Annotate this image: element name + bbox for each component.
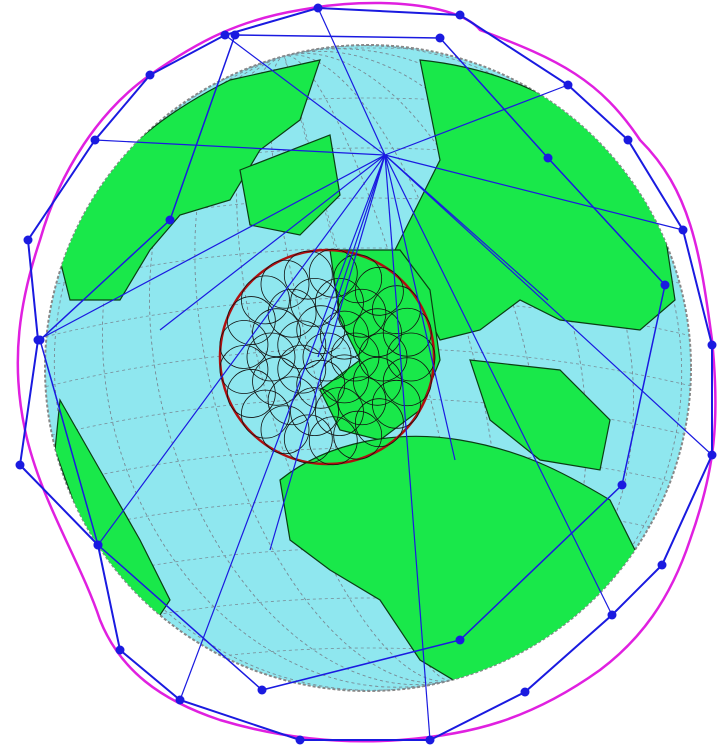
satellite xyxy=(520,687,530,697)
spot-beam xyxy=(320,310,369,360)
cross-link xyxy=(269,154,386,551)
satellite xyxy=(617,480,627,490)
spot-beam xyxy=(290,278,339,327)
satellite xyxy=(145,70,155,80)
spot-beam xyxy=(252,356,301,406)
cross-link xyxy=(37,154,386,341)
cross-link xyxy=(224,34,386,156)
cross-link xyxy=(317,7,386,156)
cross-link xyxy=(384,154,549,301)
satellite xyxy=(707,450,717,460)
satellite xyxy=(425,735,435,745)
spot-beam xyxy=(260,259,310,309)
asia xyxy=(394,59,676,341)
satellite xyxy=(657,560,667,570)
satellite xyxy=(93,540,103,550)
spot-beam xyxy=(337,288,387,338)
orbit-ring xyxy=(18,6,713,741)
cross-link xyxy=(384,154,613,616)
spot-beam xyxy=(354,266,404,316)
landmasses xyxy=(54,59,676,691)
spot-beam xyxy=(382,307,432,357)
spot-beam xyxy=(308,416,358,466)
satellite xyxy=(115,645,125,655)
spot-beam xyxy=(337,376,387,426)
satellite xyxy=(35,335,45,345)
spot-beam xyxy=(246,332,296,382)
cross-link xyxy=(97,154,386,546)
satellite xyxy=(23,235,33,245)
cross-link xyxy=(179,154,386,701)
satellite xyxy=(435,33,445,43)
satellite xyxy=(678,225,688,235)
spot-beam xyxy=(283,414,333,464)
satellite xyxy=(257,685,267,695)
cross-link xyxy=(384,154,684,231)
cross-link xyxy=(384,154,431,741)
spot-beam xyxy=(333,254,383,304)
satellite xyxy=(543,153,553,163)
satellite xyxy=(455,635,465,645)
spot-beam xyxy=(320,354,369,404)
satellite-network xyxy=(18,6,713,741)
spot-beam xyxy=(290,387,339,436)
spot-beam xyxy=(277,320,327,370)
spot-beam xyxy=(219,320,269,369)
spot-beam xyxy=(353,308,402,358)
cross-link xyxy=(159,154,386,331)
satellite xyxy=(220,30,230,40)
satellite xyxy=(607,610,617,620)
spot-beam xyxy=(354,398,404,448)
satellite xyxy=(455,10,465,20)
spot-beam xyxy=(353,356,402,406)
spot-beam xyxy=(302,332,352,382)
satellite xyxy=(660,280,670,290)
spot-beam xyxy=(226,296,276,345)
spot-beam xyxy=(308,248,358,298)
spot-beam xyxy=(386,332,436,382)
cross-link xyxy=(384,154,713,456)
satellite xyxy=(623,135,633,145)
satellite xyxy=(230,30,240,40)
satellite xyxy=(165,215,175,225)
spot-beam xyxy=(241,389,290,439)
satellites xyxy=(15,3,717,745)
satellite xyxy=(707,340,717,350)
cross-link xyxy=(94,139,386,156)
spot-beam xyxy=(252,308,301,358)
spot-beam xyxy=(277,344,327,394)
satellite xyxy=(295,735,305,745)
satellite xyxy=(563,80,573,90)
satellite xyxy=(15,460,25,470)
spot-beam xyxy=(219,345,269,394)
spot-beam xyxy=(372,379,421,429)
spot-beam xyxy=(260,405,310,455)
spot-beam xyxy=(267,376,317,426)
cross-link xyxy=(317,154,386,358)
satellite xyxy=(313,3,323,13)
cross-link xyxy=(384,154,456,461)
spot-beam xyxy=(283,250,333,300)
middle-east xyxy=(469,359,611,471)
spot-beam xyxy=(382,357,432,407)
spot-beam xyxy=(333,410,383,460)
cross-link xyxy=(384,84,569,156)
spot-beam xyxy=(226,369,276,418)
spot-beam xyxy=(241,275,290,325)
satellite xyxy=(175,695,185,705)
satellite xyxy=(90,135,100,145)
